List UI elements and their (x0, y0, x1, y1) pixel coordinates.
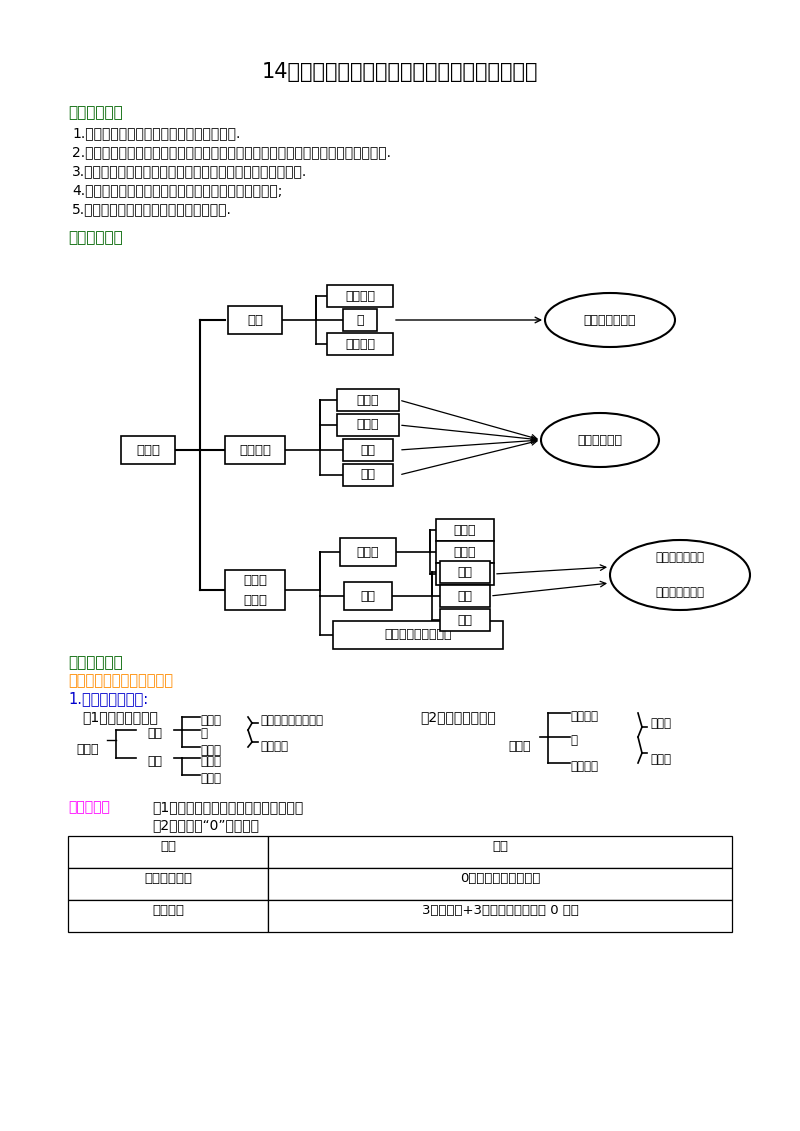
Text: 整数: 整数 (147, 727, 162, 740)
Ellipse shape (545, 293, 675, 347)
Text: 理数的混合运算: 理数的混合运算 (655, 586, 705, 599)
Text: 0是自然数、是有理数: 0是自然数、是有理数 (460, 872, 540, 886)
Bar (225, 570, 285, 610)
Bar (440, 561, 490, 582)
Text: 交换律: 交换律 (454, 524, 476, 536)
Text: 1.　理解正负数的意义，掌握有理数的概念.: 1. 理解正负数的意义，掌握有理数的概念. (72, 126, 240, 140)
Bar (327, 285, 393, 307)
Text: 科学记数法、近似数: 科学记数法、近似数 (384, 629, 452, 641)
Bar (340, 538, 396, 566)
Bar (268, 867, 732, 900)
Text: （2）有理数“0”的作用：: （2）有理数“0”的作用： (152, 818, 259, 832)
Text: 负整数: 负整数 (200, 744, 221, 757)
Text: 算法: 算法 (361, 589, 375, 603)
Text: 要点评释：: 要点评释： (68, 800, 110, 814)
Text: 分类: 分类 (247, 313, 263, 327)
Text: 有理数: 有理数 (136, 443, 160, 457)
Text: 非正数: 非正数 (650, 753, 671, 766)
Text: 要点一、有理数的相关概念: 要点一、有理数的相关概念 (68, 673, 173, 688)
Text: 3.　学会借助数轴来理解绝对値、有理数比较大小等相关知识.: 3. 学会借助数轴来理解绝对値、有理数比较大小等相关知识. (72, 164, 307, 178)
Text: 数轴: 数轴 (361, 468, 375, 482)
Bar (268, 836, 732, 867)
Text: 零: 零 (200, 727, 207, 740)
Bar (344, 582, 392, 610)
Text: 相反数: 相反数 (357, 394, 379, 406)
Text: 作用: 作用 (160, 840, 176, 854)
Text: 倒数: 倒数 (361, 443, 375, 457)
Bar (440, 585, 490, 607)
Text: （1）用正数、负数表示相反意义的量；: （1）用正数、负数表示相反意义的量； (152, 800, 303, 814)
Text: 2.　理解并会用有理数的加、减、乘、除和乘方五种运算法则进行有理数的混合运算.: 2. 理解并会用有理数的加、减、乘、除和乘方五种运算法则进行有理数的混合运算. (72, 145, 391, 159)
Bar (68, 867, 268, 900)
Text: 《知识网络》: 《知识网络》 (68, 230, 122, 245)
Text: 正整数: 正整数 (200, 714, 221, 727)
Text: 的运算: 的运算 (243, 594, 267, 606)
Text: 负分数: 负分数 (200, 772, 221, 785)
Text: 利用概念解题: 利用概念解题 (578, 433, 622, 447)
Text: 利用运算律解有: 利用运算律解有 (655, 551, 705, 564)
Text: 负有理数: 负有理数 (570, 760, 598, 772)
Text: 分数: 分数 (147, 756, 162, 768)
Text: 有关概念: 有关概念 (239, 443, 271, 457)
Bar (436, 541, 494, 563)
Bar (343, 439, 393, 461)
Bar (440, 608, 490, 631)
Text: （1）按定义分类：: （1）按定义分类： (82, 710, 158, 724)
Text: （2）按性质分类：: （2）按性质分类： (420, 710, 496, 724)
Bar (327, 333, 393, 355)
Text: 举例: 举例 (492, 840, 508, 854)
Text: 乘方: 乘方 (458, 613, 473, 627)
Text: 《学习目标》: 《学习目标》 (68, 105, 122, 120)
Bar (436, 519, 494, 541)
Text: 5.　体会数学知识中体现的一些数学思想.: 5. 体会数学知识中体现的一些数学思想. (72, 202, 232, 216)
Text: 分配律: 分配律 (454, 568, 476, 580)
Ellipse shape (610, 539, 750, 610)
Bar (225, 435, 285, 464)
Ellipse shape (541, 413, 659, 467)
Bar (68, 900, 268, 932)
Text: 非负数性质解题: 非负数性质解题 (584, 313, 636, 327)
Text: 负有理数: 负有理数 (345, 337, 375, 351)
Text: 乘除: 乘除 (458, 589, 473, 603)
Text: 1.　有理数的分类:: 1. 有理数的分类: (68, 691, 148, 706)
Bar (121, 435, 175, 464)
Bar (333, 621, 503, 649)
Bar (343, 309, 377, 331)
Text: 正分数: 正分数 (200, 756, 221, 768)
Text: 14《有理数》全章复习与巳固（提高）知识讲解: 14《有理数》全章复习与巳固（提高）知识讲解 (262, 62, 538, 83)
Text: 正有理数: 正有理数 (345, 290, 375, 302)
Text: 有理数: 有理数 (77, 743, 99, 756)
Bar (268, 900, 732, 932)
Bar (337, 389, 399, 411)
Bar (228, 307, 282, 334)
Text: 非负数: 非负数 (650, 717, 671, 729)
Bar (68, 836, 268, 867)
Text: 绝对値: 绝对値 (357, 418, 379, 432)
Text: 非正整数: 非正整数 (260, 740, 288, 753)
Text: 非负整数（自然数）: 非负整数（自然数） (260, 714, 323, 727)
Text: 有理数: 有理数 (243, 573, 267, 587)
Text: 零: 零 (570, 734, 577, 746)
Text: 加减: 加减 (458, 566, 473, 578)
Bar (436, 563, 494, 585)
Bar (343, 464, 393, 486)
Text: 结合律: 结合律 (454, 545, 476, 559)
Bar (337, 414, 399, 435)
Text: 4.　理解科学记数法及近似数的相关概念并能灵活应用;: 4. 理解科学记数法及近似数的相关概念并能灵活应用; (72, 183, 282, 197)
Text: 3个苹果用+3表示，没有苹果用 0 表示: 3个苹果用+3表示，没有苹果用 0 表示 (422, 905, 578, 917)
Text: 表示数的性质: 表示数的性质 (144, 872, 192, 886)
Text: 运算律: 运算律 (357, 545, 379, 559)
Text: 有理数: 有理数 (509, 740, 531, 753)
Text: 正有理数: 正有理数 (570, 710, 598, 723)
Text: 《要点梳理》: 《要点梳理》 (68, 655, 122, 670)
Text: 表示没有: 表示没有 (152, 905, 184, 917)
Text: 零: 零 (356, 313, 364, 327)
